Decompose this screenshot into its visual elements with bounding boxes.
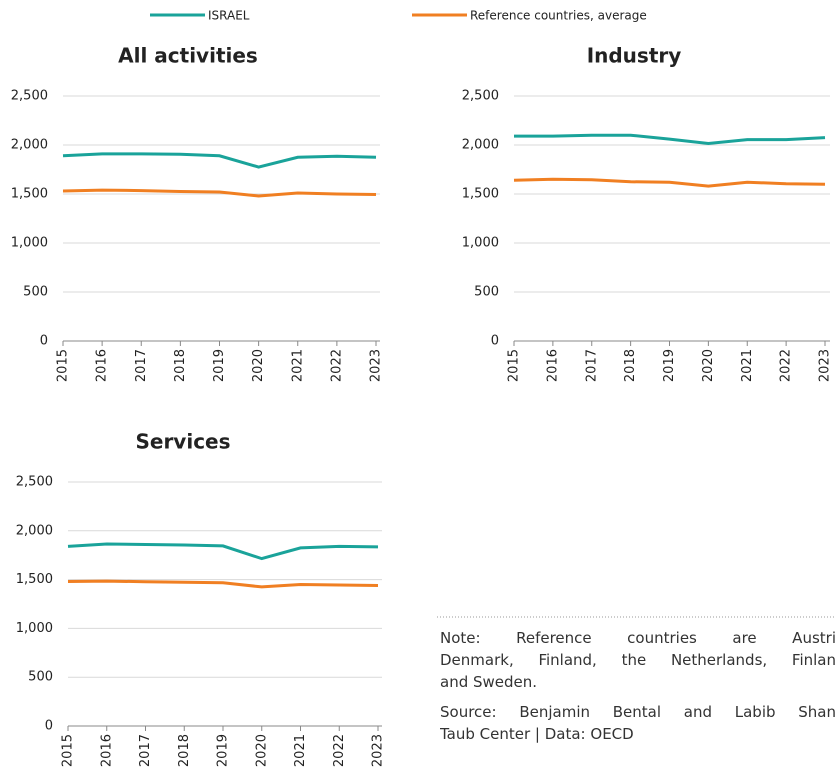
chart-title: Industry <box>587 44 682 68</box>
y-tick-label: 1,500 <box>11 187 48 202</box>
chart-title: Services <box>135 430 230 454</box>
x-tick-label: 2015 <box>56 349 71 382</box>
x-tick-label: 2022 <box>779 349 794 382</box>
y-tick-label: 1,000 <box>11 236 48 251</box>
x-tick-label: 2019 <box>662 349 677 382</box>
note-line: Denmark, Finland, the Netherlands, Finla… <box>440 651 836 669</box>
line-series <box>62 152 377 169</box>
legend-label: ISRAEL <box>208 9 250 23</box>
x-tick-label: 2022 <box>329 349 344 382</box>
x-tick-label: 2016 <box>95 349 110 382</box>
x-tick-label: 2018 <box>177 734 192 767</box>
x-tick-label: 2017 <box>138 734 153 767</box>
x-tick-label: 2019 <box>216 734 231 767</box>
y-tick-label: 2,000 <box>16 523 53 538</box>
x-tick-label: 2020 <box>254 734 269 767</box>
x-tick-label: 2017 <box>134 349 149 382</box>
x-tick-label: 2022 <box>332 734 347 767</box>
y-tick-label: 1,500 <box>16 572 53 587</box>
y-tick-label: 1,000 <box>462 236 499 251</box>
x-tick-label: 2015 <box>507 349 522 382</box>
x-tick-label: 2023 <box>818 349 833 382</box>
source-line: Taub Center | Data: OECD <box>440 725 634 743</box>
note-line: and Sweden. <box>440 673 538 691</box>
x-tick-label: 2016 <box>99 734 114 767</box>
y-tick-label: 2,000 <box>11 138 48 153</box>
y-tick-label: 2,500 <box>16 475 53 490</box>
line-series <box>67 579 379 589</box>
y-tick-label: 0 <box>45 719 53 734</box>
note-line: Note: Reference countries are Austri <box>440 629 836 647</box>
line-series <box>513 177 826 188</box>
x-tick-label: 2020 <box>251 349 266 382</box>
x-tick-label: 2018 <box>623 349 638 382</box>
y-tick-label: 2,500 <box>11 89 48 104</box>
y-tick-label: 500 <box>474 285 499 300</box>
y-tick-label: 500 <box>28 670 53 685</box>
x-tick-label: 2021 <box>290 349 305 382</box>
x-tick-label: 2015 <box>61 734 76 767</box>
x-tick-label: 2021 <box>740 349 755 382</box>
y-tick-label: 1,500 <box>462 187 499 202</box>
x-tick-label: 2018 <box>173 349 188 382</box>
y-tick-label: 0 <box>491 334 499 349</box>
y-tick-label: 2,500 <box>462 89 499 104</box>
y-tick-label: 2,000 <box>462 138 499 153</box>
line-series <box>514 133 826 146</box>
y-tick-label: 500 <box>23 285 48 300</box>
notes: Note: Reference countries are Austri Den… <box>440 627 836 745</box>
legend-label: Reference countries, average <box>470 9 647 23</box>
line-series <box>67 542 379 561</box>
source-line: Source: Benjamin Bental and Labib Shan <box>440 703 836 721</box>
x-tick-label: 2021 <box>293 734 308 767</box>
y-tick-label: 1,000 <box>16 621 53 636</box>
x-tick-label: 2016 <box>545 349 560 382</box>
y-tick-label: 0 <box>40 334 48 349</box>
line-series <box>62 188 377 198</box>
x-tick-label: 2017 <box>584 349 599 382</box>
x-tick-label: 2023 <box>369 349 384 382</box>
chart-title: All activities <box>118 44 258 68</box>
x-tick-label: 2019 <box>212 349 227 382</box>
x-tick-label: 2020 <box>701 349 716 382</box>
x-tick-label: 2023 <box>371 734 386 767</box>
